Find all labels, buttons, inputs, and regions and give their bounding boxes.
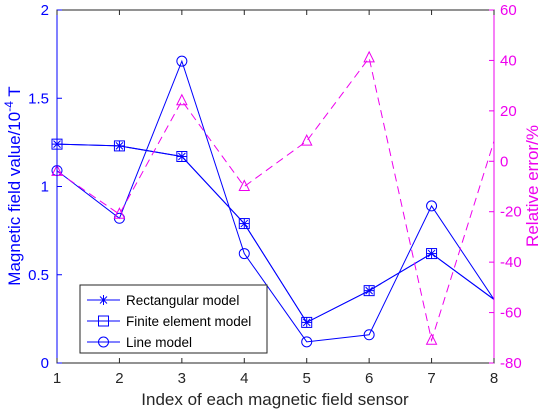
series-point-finite-element-model — [238, 218, 250, 230]
legend-label-finite-element-model: Finite element model — [126, 314, 251, 329]
right-y-tick-label: -40 — [500, 254, 522, 271]
left-y-tick-label: 0.5 — [28, 267, 49, 284]
left-y-tick-label: 2 — [41, 2, 49, 19]
series-line-line-model — [56, 59, 495, 343]
legend: Rectangular model Finite element model Lin… — [79, 284, 268, 354]
series-finite-element-model — [51, 138, 495, 328]
series-point-finite-element-model — [301, 316, 313, 328]
series-point-finite-element-model — [363, 285, 375, 297]
right-y-tick-label: -60 — [500, 305, 522, 322]
x-tick-label: 3 — [178, 370, 186, 387]
legend-marker-rectangular-model — [98, 295, 109, 305]
series-point-relative-error — [176, 93, 188, 106]
x-tick-label: 2 — [115, 370, 123, 387]
series-point-line-model — [363, 329, 375, 341]
left-y-tick-label: 1 — [41, 179, 49, 196]
series-point-relative-error — [425, 333, 438, 345]
series-point-relative-error — [300, 133, 313, 146]
right-y-axis: -80 -60 -40 -20 0 20 40 60 — [489, 2, 522, 372]
series-layer — [51, 50, 495, 348]
series-point-relative-error — [238, 179, 251, 191]
series-point-line-model — [176, 55, 188, 67]
series-line-relative-error — [56, 56, 495, 343]
legend-label-rectangular-model: Rectangular model — [126, 293, 239, 308]
left-y-axis-label-unit: T — [5, 86, 24, 101]
right-y-tick-label: 40 — [500, 52, 517, 69]
legend-marker-line-model — [98, 336, 109, 348]
x-tick-label: 5 — [303, 370, 311, 387]
series-point-line-model — [426, 200, 438, 212]
series-point-relative-error — [363, 50, 375, 63]
right-y-tick-label: 60 — [500, 2, 517, 19]
series-point-finite-element-model — [113, 140, 125, 152]
right-y-tick-label: -20 — [500, 204, 522, 221]
series-line-finite-element-model — [56, 143, 495, 324]
legend-label-line-model: Line model — [126, 335, 192, 350]
left-y-tick-label: 0 — [41, 355, 49, 372]
series-relative-error — [51, 50, 495, 345]
right-y-tick-label: 20 — [500, 103, 517, 120]
legend-marker-rectangular-model-stroke — [99, 296, 108, 304]
right-y-tick-label: 0 — [500, 153, 508, 170]
right-y-axis-label: Relative error/% — [523, 125, 542, 247]
x-axis-label: Index of each magnetic field sensor — [141, 390, 409, 409]
left-y-axis-label-main: Magnetic field value/10 — [5, 112, 24, 286]
series-point-line-model — [301, 336, 313, 348]
series-point-relative-error — [113, 207, 126, 219]
legend-marker-finite-element-model — [98, 315, 109, 327]
x-tick-label: 6 — [365, 370, 373, 387]
left-y-tick-label: 1.5 — [28, 90, 49, 107]
series-point-line-model — [238, 248, 250, 260]
x-tick-label: 8 — [490, 370, 498, 387]
series-point-finite-element-model — [176, 150, 188, 162]
right-y-tick-label: -80 — [500, 355, 522, 372]
series-point-finite-element-model — [426, 248, 438, 260]
x-axis: 1 2 3 4 5 6 7 8 — [53, 10, 498, 387]
x-tick-label: 7 — [427, 370, 435, 387]
left-y-axis-label-exp: -4 — [2, 101, 16, 112]
x-tick-label: 4 — [240, 370, 248, 387]
left-y-axis-label: Magnetic field value/10-4 T — [2, 86, 24, 285]
left-y-axis: 0 0.5 1 1.5 2 — [28, 2, 62, 372]
x-tick-label: 1 — [53, 370, 61, 387]
